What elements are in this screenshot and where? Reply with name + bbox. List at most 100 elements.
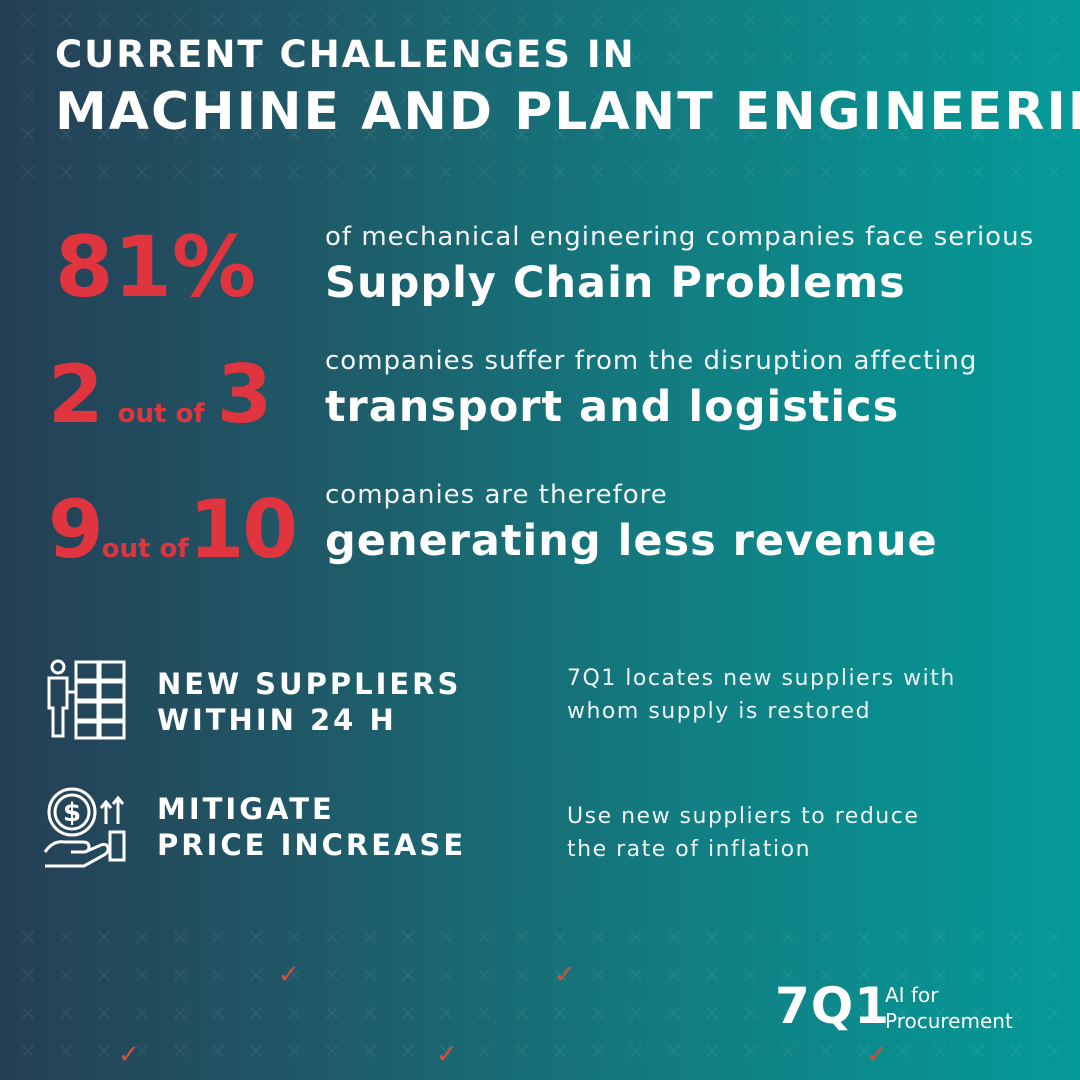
logo-tagline-line-2: Procurement xyxy=(885,1009,1013,1033)
x-mark xyxy=(553,165,567,179)
x-mark xyxy=(743,13,757,27)
x-mark xyxy=(515,1044,529,1058)
x-mark xyxy=(21,1006,35,1020)
stat-3-caption: companies are therefore xyxy=(325,480,668,510)
x-mark xyxy=(743,968,757,982)
x-mark xyxy=(705,51,719,65)
x-mark xyxy=(629,1006,643,1020)
x-mark xyxy=(477,1044,491,1058)
x-mark xyxy=(553,13,567,27)
x-mark xyxy=(591,930,605,944)
x-mark xyxy=(895,13,909,27)
x-mark xyxy=(97,968,111,982)
x-mark xyxy=(21,165,35,179)
x-mark xyxy=(287,930,301,944)
x-mark xyxy=(59,1006,73,1020)
stat-2-numerator: 2 xyxy=(48,348,104,441)
x-mark xyxy=(971,13,985,27)
feature-1-title-line-1: NEW SUPPLIERS xyxy=(157,667,462,701)
x-mark xyxy=(781,1044,795,1058)
check-icon: ✓ xyxy=(278,960,300,990)
stat-2-caption: companies suffer from the disruption aff… xyxy=(325,346,978,376)
x-mark xyxy=(819,13,833,27)
feature-1-title: NEW SUPPLIERS WITHIN 24 H xyxy=(157,666,461,738)
x-mark xyxy=(895,51,909,65)
stat-2-connector: out of xyxy=(117,399,205,429)
x-mark xyxy=(135,968,149,982)
x-mark xyxy=(667,968,681,982)
x-mark xyxy=(1047,1044,1061,1058)
stat-3-highlight: generating less revenue xyxy=(325,516,938,566)
x-mark xyxy=(667,51,681,65)
brand-logo: 7Q1 AI for Procurement xyxy=(775,978,1045,1040)
x-mark xyxy=(21,51,35,65)
x-mark xyxy=(933,1044,947,1058)
x-mark xyxy=(97,930,111,944)
x-mark xyxy=(819,1044,833,1058)
x-mark xyxy=(1009,930,1023,944)
x-mark xyxy=(1009,13,1023,27)
x-mark xyxy=(1047,1006,1061,1020)
x-mark xyxy=(363,1044,377,1058)
x-mark xyxy=(439,968,453,982)
x-mark xyxy=(895,165,909,179)
x-mark xyxy=(135,13,149,27)
x-mark xyxy=(933,51,947,65)
x-mark xyxy=(211,1044,225,1058)
x-mark xyxy=(971,930,985,944)
x-mark xyxy=(325,1044,339,1058)
title-line-1: CURRENT CHALLENGES IN xyxy=(55,33,636,76)
feature-1-title-line-2: WITHIN 24 H xyxy=(157,703,397,737)
x-mark xyxy=(211,968,225,982)
x-mark xyxy=(173,968,187,982)
x-mark xyxy=(287,165,301,179)
x-mark xyxy=(857,930,871,944)
x-mark xyxy=(325,1006,339,1020)
x-mark xyxy=(211,13,225,27)
x-mark xyxy=(781,165,795,179)
x-mark xyxy=(477,968,491,982)
x-mark xyxy=(363,13,377,27)
x-mark xyxy=(629,165,643,179)
x-mark xyxy=(287,1006,301,1020)
x-mark xyxy=(781,51,795,65)
x-mark xyxy=(591,165,605,179)
x-mark xyxy=(59,968,73,982)
stat-81-percent: 81% xyxy=(55,218,257,316)
x-mark xyxy=(629,1044,643,1058)
x-mark xyxy=(933,930,947,944)
x-mark xyxy=(135,1006,149,1020)
x-mark xyxy=(705,1044,719,1058)
x-mark xyxy=(933,13,947,27)
feature-1-desc-line-1: 7Q1 locates new suppliers with xyxy=(567,666,956,691)
title-line-2: MACHINE AND PLANT ENGINEERING xyxy=(55,82,1080,142)
x-mark xyxy=(363,968,377,982)
x-mark xyxy=(439,165,453,179)
check-icon: ✓ xyxy=(866,1040,888,1070)
x-mark xyxy=(591,968,605,982)
x-mark xyxy=(667,1006,681,1020)
x-mark xyxy=(363,930,377,944)
x-mark xyxy=(249,968,263,982)
feature-1-desc-line-2: whom supply is restored xyxy=(567,699,872,724)
x-mark xyxy=(629,13,643,27)
svg-text:$: $ xyxy=(63,798,81,828)
x-mark xyxy=(515,930,529,944)
x-mark xyxy=(781,13,795,27)
stat-3-denominator: 10 xyxy=(188,483,298,576)
check-icon: ✓ xyxy=(554,960,576,990)
x-mark xyxy=(1047,930,1061,944)
x-mark xyxy=(819,51,833,65)
x-mark xyxy=(819,165,833,179)
logo-mark: 7Q1 xyxy=(775,977,891,1035)
x-mark xyxy=(439,930,453,944)
x-mark xyxy=(477,13,491,27)
x-mark xyxy=(59,930,73,944)
x-mark xyxy=(401,968,415,982)
x-mark xyxy=(705,1006,719,1020)
x-mark xyxy=(249,1006,263,1020)
x-mark xyxy=(135,930,149,944)
x-mark xyxy=(173,1044,187,1058)
stat-3-numerator: 9 xyxy=(48,483,104,576)
